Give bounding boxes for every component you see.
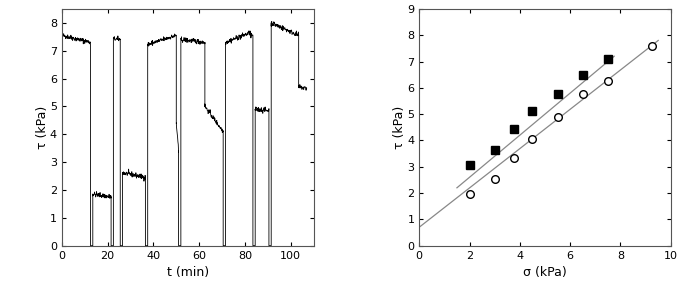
Y-axis label: τ (kPa): τ (kPa) — [36, 106, 49, 149]
X-axis label: t (min): t (min) — [166, 266, 208, 279]
Y-axis label: τ (kPa): τ (kPa) — [393, 106, 406, 149]
X-axis label: σ (kPa): σ (kPa) — [523, 266, 567, 279]
